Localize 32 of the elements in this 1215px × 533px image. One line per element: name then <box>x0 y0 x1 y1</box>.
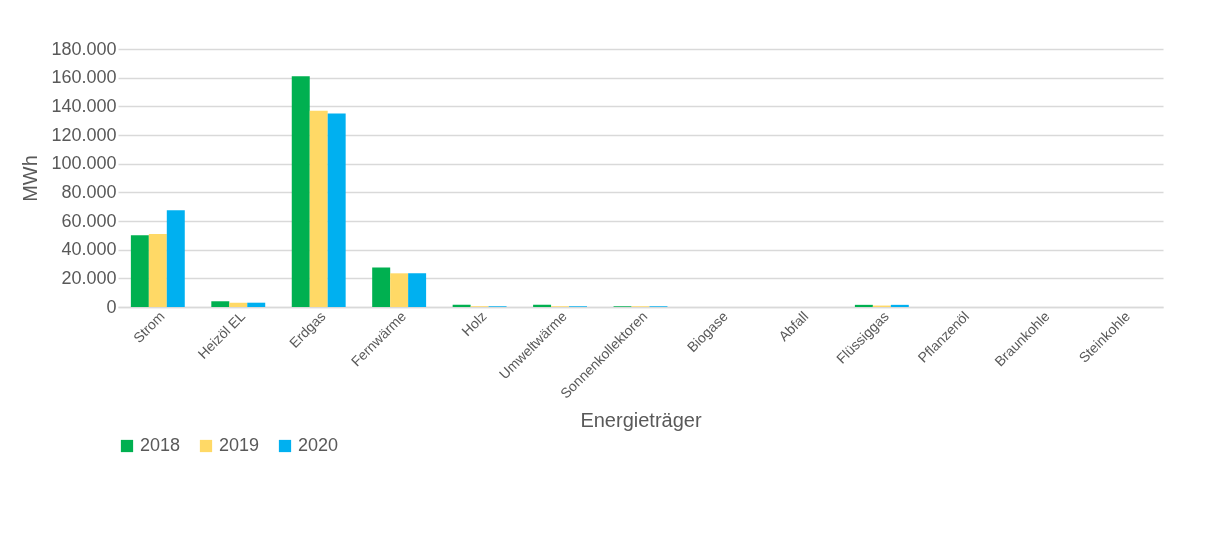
bar <box>533 304 552 307</box>
y-tick-label: 80.000 <box>61 181 117 202</box>
bar <box>148 233 167 307</box>
bar <box>130 235 149 307</box>
bar <box>309 110 328 307</box>
y-tick-label: 0 <box>106 296 117 317</box>
bar <box>890 304 909 307</box>
bar <box>854 304 873 307</box>
bar <box>247 302 266 307</box>
x-tick-label: Holz <box>458 308 490 340</box>
bar <box>327 113 346 307</box>
y-tick-label: 120.000 <box>51 124 117 145</box>
y-tick-label: 40.000 <box>61 239 117 260</box>
bar <box>166 210 185 307</box>
legend-label: 2020 <box>298 435 339 455</box>
bar <box>291 76 310 307</box>
bar <box>390 273 409 307</box>
y-tick-label: 180.000 <box>51 38 117 59</box>
bar <box>211 301 230 307</box>
y-tick-label: 20.000 <box>61 267 117 288</box>
x-axis-title: Energieträger <box>580 409 702 432</box>
y-axis-title: MWh <box>19 155 42 202</box>
y-tick-label: 160.000 <box>51 67 117 88</box>
bar <box>372 267 391 307</box>
y-tick-label: 100.000 <box>51 153 117 174</box>
bar <box>229 302 248 307</box>
y-tick-label: 60.000 <box>61 210 117 231</box>
legend-label: 2018 <box>140 435 181 455</box>
y-tick-label: 140.000 <box>51 95 117 116</box>
legend-label: 2019 <box>219 435 260 455</box>
bar <box>408 273 427 307</box>
bar <box>452 304 471 307</box>
